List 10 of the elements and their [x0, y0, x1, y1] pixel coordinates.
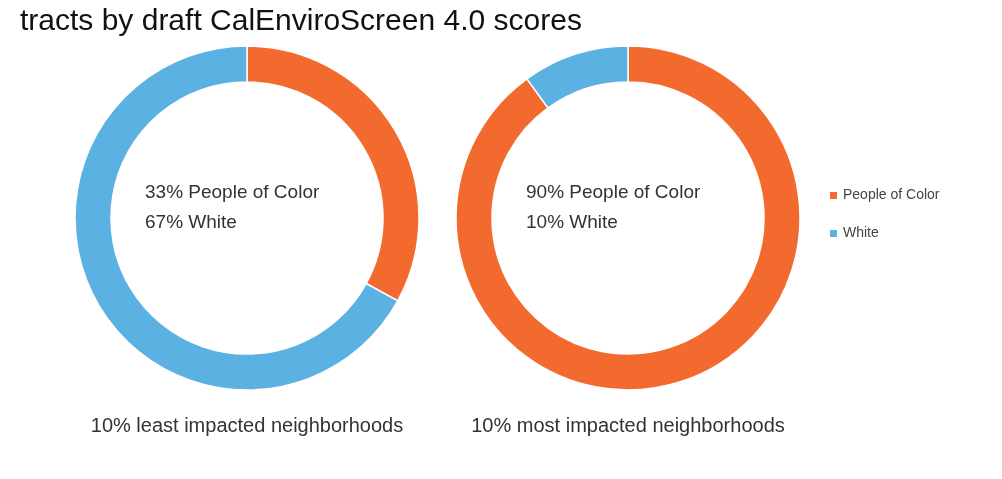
text: 10% least impacted neighborhoods: [90, 414, 404, 436]
text: 33% People of Color: [145, 181, 320, 202]
chart-title: tracts by draft CalEnviroScreen 4.0 scores: [20, 3, 582, 36]
legend-label: White: [843, 224, 879, 240]
text: 90% People of Color: [526, 181, 701, 202]
legend-label: People of Color: [843, 186, 940, 202]
text: 10% most impacted neighborhoods: [471, 414, 785, 436]
text: 67% White: [145, 211, 237, 232]
donut-slice: [455, 45, 801, 391]
text: 10% White: [526, 211, 618, 232]
